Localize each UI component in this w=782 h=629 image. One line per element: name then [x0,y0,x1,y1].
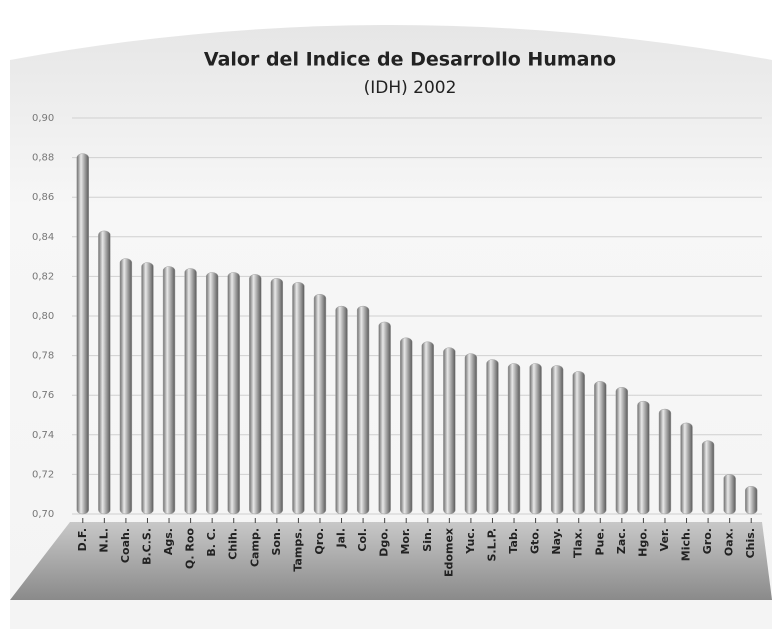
x-tick-label: B.C.S. [140,528,153,565]
x-tick-label: Edomex [442,528,455,577]
bar [270,278,284,515]
bar [162,266,176,515]
x-tick-label: Ags. [162,528,175,555]
bar [356,305,370,515]
x-tick-label: Qro. [313,528,326,555]
bar [205,272,219,515]
bar [637,400,650,515]
bar [313,293,327,515]
y-tick-label: 0,74 [32,430,54,441]
bar [745,486,758,515]
x-tick-label: N.L. [97,528,110,553]
y-tick-label: 0,86 [32,192,54,203]
x-tick-label: Tlax. [572,528,585,558]
bar [658,408,672,515]
bar [76,153,89,515]
bar [529,363,542,515]
x-tick-label: S.L.P. [485,528,498,562]
x-tick-label: Jal. [335,528,348,548]
x-tick-label: Tab. [507,528,520,554]
x-tick-label: Chih. [227,528,240,560]
bar [184,268,197,515]
bar [486,359,499,515]
y-tick-label: 0,70 [32,509,54,520]
x-tick-label: Pue. [593,528,606,556]
bar [227,272,240,515]
x-tick-label: Zac. [615,528,628,554]
y-tick-label: 0,90 [32,113,54,124]
chart-title: Valor del Indice de Desarrollo Humano [204,49,616,71]
x-tick-label: Nay. [550,528,563,555]
x-tick-label: Col. [356,528,369,552]
x-tick-label: Gro. [701,528,714,554]
x-tick-label: Son. [270,528,283,556]
x-tick-label: Oax. [723,528,736,556]
x-tick-label: D.F. [76,528,89,551]
bar [464,353,478,515]
x-tick-label: Gto. [529,528,542,554]
y-tick-label: 0,78 [32,351,54,362]
bar [701,440,715,515]
x-tick-label: Mich. [680,528,693,561]
y-tick-label: 0,88 [32,153,54,164]
x-tick-label: Yuc. [464,528,477,555]
bar [119,258,133,515]
y-tick-label: 0,72 [32,469,54,480]
x-tick-label: B. C. [205,528,218,557]
x-tick-label: Mor. [399,528,412,555]
bar [335,305,348,515]
x-tick-label: Sin. [421,528,434,552]
bar [98,230,111,515]
y-tick-label: 0,82 [32,271,54,282]
bar [680,422,693,515]
x-tick-label: Coah. [119,528,132,563]
bar [378,321,391,515]
chart-subtitle: (IDH) 2002 [364,78,457,98]
x-tick-label: Tamps. [291,528,304,572]
bar [421,341,434,515]
bar [615,387,629,515]
y-tick-label: 0,80 [32,311,54,322]
x-tick-label: Chis. [744,528,757,558]
bar [249,274,262,515]
bar [507,363,521,515]
y-tick-label: 0,84 [32,232,54,243]
bar [723,474,736,515]
bar [594,381,607,515]
x-tick-label: Hgo. [636,528,649,557]
base [10,522,772,600]
bar [443,347,456,515]
x-tick-label: Q. Roo [184,528,197,569]
bar [292,282,305,515]
x-tick-label: Camp. [248,528,261,567]
bar [572,371,585,515]
y-tick-label: 0,76 [32,390,54,401]
bar [141,262,154,515]
bar [400,337,413,515]
x-tick-label: Dgo. [378,528,391,557]
x-tick-label: Ver. [658,528,671,551]
bar [550,365,564,515]
